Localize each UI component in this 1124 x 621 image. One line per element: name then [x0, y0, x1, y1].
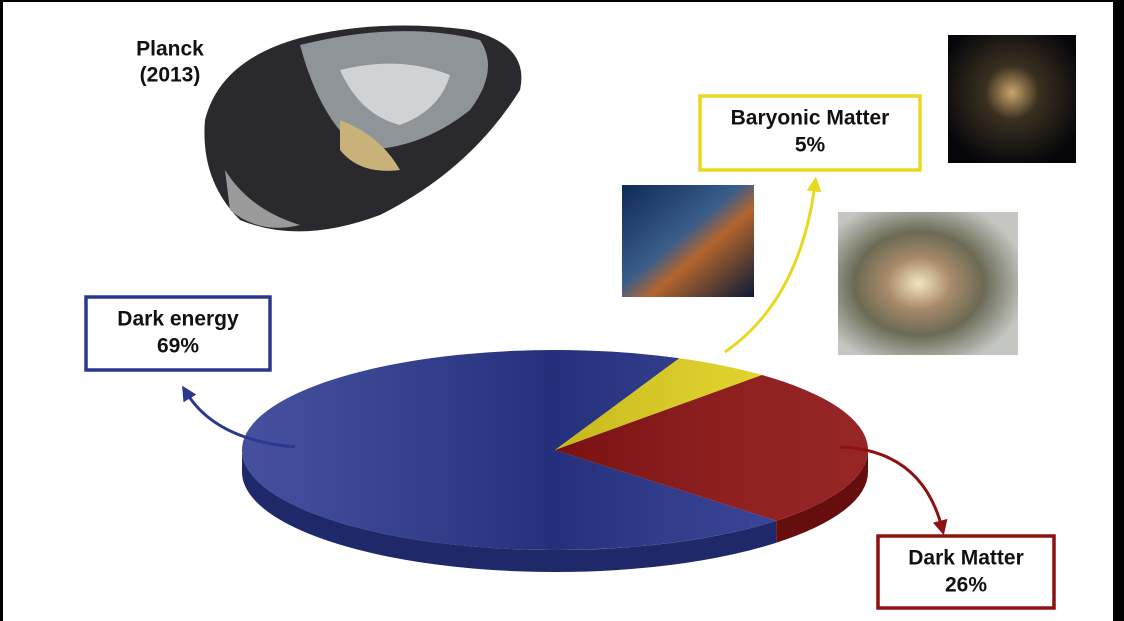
labels: Dark energy 69% Baryonic Matter 5% Dark Matt… [84, 94, 1056, 610]
galaxy-image [838, 212, 1018, 355]
label-box [698, 94, 922, 172]
pie [241, 350, 868, 573]
slice-label: Dark Matter [908, 547, 1024, 570]
slice-value-label: 69% [157, 335, 199, 358]
nebula-image [622, 185, 754, 297]
slice-value-label: 5% [795, 134, 826, 157]
label-box [876, 534, 1056, 610]
frame [0, 0, 1124, 2]
star-cluster-image [948, 35, 1076, 163]
slice-label: Baryonic Matter [731, 107, 890, 130]
slice-label: Dark energy [117, 308, 239, 331]
callout-arrow [182, 385, 296, 449]
frame [1113, 0, 1124, 621]
callout-arrow [724, 176, 822, 354]
slice-value-label: 26% [945, 574, 987, 597]
label-box [84, 295, 272, 372]
planck-satellite [204, 25, 522, 232]
frame [0, 0, 3, 621]
chart-subtitle: (2013) [140, 64, 201, 87]
callout-arrow [839, 445, 948, 536]
chart-title: Planck [136, 38, 204, 61]
